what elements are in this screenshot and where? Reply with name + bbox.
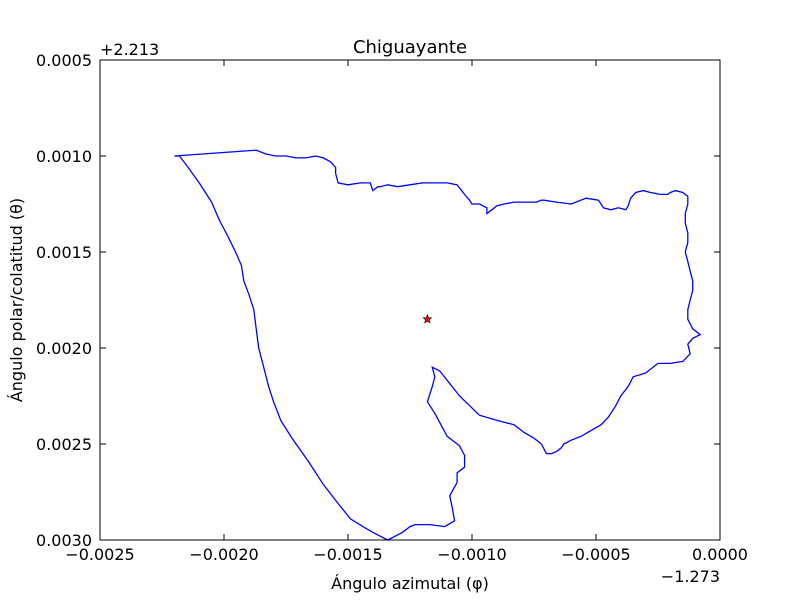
- y-axis-label: Ángulo polar/colatitud (θ): [7, 198, 26, 402]
- y-tick-label: 0.0010: [36, 147, 92, 166]
- plot-area: [100, 60, 720, 540]
- y-offset-label: +2.213: [100, 40, 159, 59]
- x-offset-label: −1.273: [661, 567, 720, 586]
- boundary-line: [174, 149, 702, 541]
- y-tick-label: 0.0015: [36, 243, 92, 262]
- x-tick-label: −0.0020: [189, 545, 258, 564]
- x-tick-label: −0.0025: [65, 545, 134, 564]
- x-axis-label: Ángulo azimutal (φ): [331, 574, 489, 593]
- y-tick-label: 0.0020: [36, 339, 92, 358]
- centroid-marker: [422, 313, 433, 324]
- chart-title: Chiguayante: [353, 37, 467, 58]
- y-tick-label: 0.0030: [36, 531, 92, 550]
- plot-frame: [99, 59, 721, 541]
- y-tick-label: 0.0005: [36, 51, 92, 70]
- x-tick-label: −0.0005: [561, 545, 630, 564]
- x-tick-label: −0.0015: [313, 545, 382, 564]
- y-tick-label: 0.0025: [36, 435, 92, 454]
- x-tick-label: 0.0000: [692, 545, 748, 564]
- x-tick-label: −0.0010: [437, 545, 506, 564]
